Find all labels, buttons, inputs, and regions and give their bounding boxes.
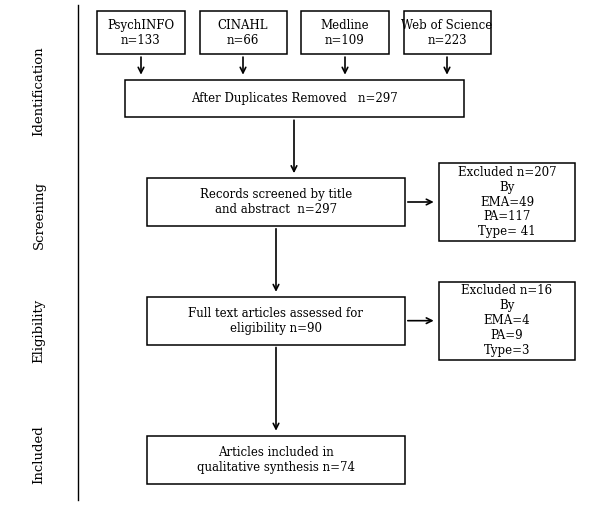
FancyBboxPatch shape [147,297,405,344]
FancyBboxPatch shape [404,11,491,54]
Text: Excluded n=207
By
EMA=49
PA=117
Type= 41: Excluded n=207 By EMA=49 PA=117 Type= 41 [458,166,556,238]
FancyBboxPatch shape [301,11,389,54]
FancyBboxPatch shape [125,79,464,117]
Text: Included: Included [32,425,46,484]
Text: Full text articles assessed for
eligibility n=90: Full text articles assessed for eligibil… [188,307,364,335]
FancyBboxPatch shape [199,11,287,54]
FancyBboxPatch shape [439,163,575,241]
Text: Web of Science
n=223: Web of Science n=223 [401,19,493,47]
Text: Records screened by title
and abstract  n=297: Records screened by title and abstract n… [200,188,352,216]
Text: Medline
n=109: Medline n=109 [320,19,370,47]
FancyBboxPatch shape [147,178,405,226]
FancyBboxPatch shape [147,435,405,484]
Text: Identification: Identification [32,46,46,136]
Text: Eligibility: Eligibility [32,298,46,363]
Text: CINAHL
n=66: CINAHL n=66 [218,19,268,47]
FancyBboxPatch shape [439,282,575,360]
Text: Articles included in
qualitative synthesis n=74: Articles included in qualitative synthes… [197,445,355,474]
Text: Screening: Screening [32,181,46,248]
Text: PsychINFO
n=133: PsychINFO n=133 [107,19,175,47]
Text: After Duplicates Removed   n=297: After Duplicates Removed n=297 [191,92,397,105]
FancyBboxPatch shape [97,11,185,54]
Text: Excluded n=16
By
EMA=4
PA=9
Type=3: Excluded n=16 By EMA=4 PA=9 Type=3 [461,284,553,357]
